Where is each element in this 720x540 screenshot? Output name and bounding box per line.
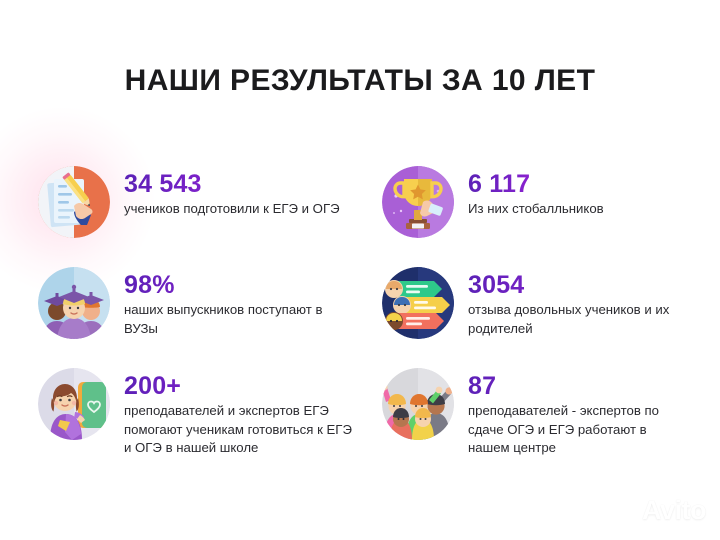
stat-value: 87	[468, 373, 690, 399]
avito-wordmark: Avito	[642, 495, 707, 525]
cheering-people-icon	[382, 368, 454, 440]
stat-value: 98%	[124, 272, 354, 298]
stat-item-center-experts: 87 преподавателей - экспертов по сдаче О…	[382, 368, 698, 469]
stat-value: 3054	[468, 272, 690, 298]
chat-bubbles-icon	[382, 267, 454, 339]
stat-value: 6 117	[468, 171, 604, 197]
stat-item-reviews: 3054 отзыва довольных учеников и их роди…	[382, 267, 698, 368]
stat-description: Из них стобалльников	[468, 201, 604, 216]
stat-description: отзыва довольных учеников и их родителей	[468, 302, 670, 336]
stat-description: наших выпускников поступают в ВУЗы	[124, 302, 323, 336]
stat-body: 98% наших выпускников поступают в ВУЗы	[124, 267, 354, 338]
stat-description: преподавателей и экспертов ЕГЭ помогают …	[124, 403, 352, 456]
teacher-board-icon	[38, 368, 110, 440]
stat-item-students-prepared: 34 543 учеников подготовили к ЕГЭ и ОГЭ	[38, 166, 382, 267]
page-title: НАШИ РЕЗУЛЬТАТЫ ЗА 10 ЛЕТ	[124, 64, 596, 97]
trophy-icon	[382, 166, 454, 238]
stat-value: 200+	[124, 373, 354, 399]
stat-body: 3054 отзыва довольных учеников и их роди…	[468, 267, 690, 338]
stat-body: 87 преподавателей - экспертов по сдаче О…	[468, 368, 690, 458]
stat-item-teachers-experts: 200+ преподавателей и экспертов ЕГЭ помо…	[38, 368, 382, 469]
avito-watermark: Avito	[615, 495, 707, 526]
stat-value: 34 543	[124, 171, 340, 197]
graduates-icon	[38, 267, 110, 339]
stats-grid: 34 543 учеников подготовили к ЕГЭ и ОГЭ	[38, 166, 698, 469]
stat-body: 6 117 Из них стобалльников	[468, 166, 604, 219]
avito-dots-icon	[615, 500, 637, 522]
checklist-pencil-icon	[38, 166, 110, 238]
stat-item-top-scorers: 6 117 Из них стобалльников	[382, 166, 698, 267]
stat-body: 34 543 учеников подготовили к ЕГЭ и ОГЭ	[124, 166, 340, 219]
stat-description: учеников подготовили к ЕГЭ и ОГЭ	[124, 201, 340, 216]
stat-description: преподавателей - экспертов по сдаче ОГЭ …	[468, 403, 659, 456]
stat-body: 200+ преподавателей и экспертов ЕГЭ помо…	[124, 368, 354, 458]
stat-item-university-admission: 98% наших выпускников поступают в ВУЗы	[38, 267, 382, 368]
